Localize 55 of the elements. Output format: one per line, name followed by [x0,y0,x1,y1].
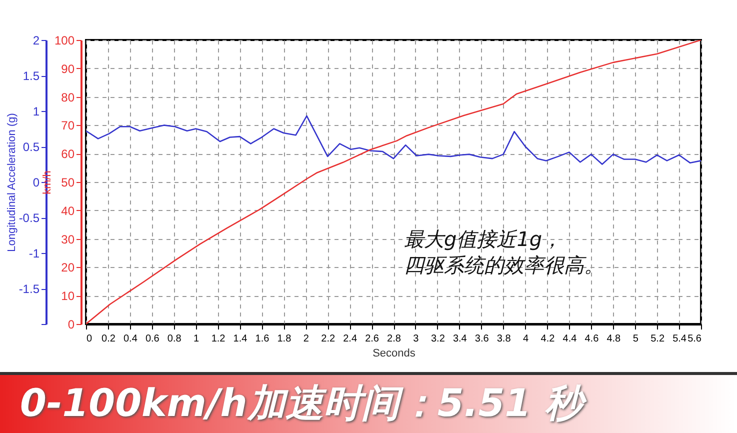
x-tick-label: 3 [413,334,420,344]
x-tick-label: 4.2 [540,334,556,344]
x-tick-label: 0.2 [102,334,116,344]
x-tick-label: 1.2 [211,334,226,344]
x-tick-label: 1.4 [233,334,248,344]
y2-tick-label: 100 [54,34,75,48]
annotation: 最大g值接近1g， [404,227,562,251]
x-tick-label: 3.8 [496,334,512,344]
y-axis-title: Longitudinal Acceleration (g) [6,113,18,252]
y2-tick-label: 60 [61,147,75,162]
y-tick-label: 0.5 [22,140,40,154]
x-tick-label: 0.4 [123,334,138,344]
y2-axis-title: km/h [41,170,54,194]
y2-tick-label: 10 [61,289,75,304]
x-tick-label: 3.4 [452,334,468,344]
line-series [86,115,701,165]
y2-tick-label: 70 [61,118,75,133]
y-tick-label: -0.5 [18,211,40,225]
x-tick-label: 1.8 [277,334,292,344]
y2-tick-label: 20 [61,260,75,275]
text: 0-100km/h加速时间：5.51 秒 [0,372,737,433]
x-tick-label: 3.2 [430,334,446,344]
x-tick-label: 1.6 [255,334,270,344]
x-tick-label: 5.2 [650,334,665,344]
y-tick-label: 1 [32,104,40,118]
y2-tick-label: 80 [61,90,75,104]
x-tick-label: 2.8 [387,334,402,344]
x-tick-label: 4.6 [584,334,600,344]
y-tick-label: 2 [32,34,40,48]
x-tick-label: 4.8 [606,334,622,344]
y2-tick-label: 90 [61,62,75,76]
x-tick-label: 0.6 [145,334,160,344]
y-tick-label: -1.5 [18,282,40,296]
y2-tick-label: 0 [68,318,75,332]
x-tick-label: 4.4 [562,334,578,344]
x-tick-label: 4 [523,334,530,344]
y-tick-label: -1 [28,246,40,260]
x-tick-label: 2.4 [343,334,358,344]
y2-tick-label: 30 [61,232,75,246]
x-tick-label: 5 [632,334,639,344]
x-tick-label: 3.6 [474,334,490,344]
x-tick-label: 5.4 [672,334,687,344]
x-tick-label: 5.6 [688,334,702,344]
x-tick-label: 1 [194,334,200,344]
x-axis-title: Seconds [372,348,416,360]
x-tick-label: 0 [86,334,92,344]
y-tick-label: 1.5 [22,69,40,83]
y2-tick-label: 40 [61,204,75,218]
x-tick-label: 2 [303,334,310,344]
y2-tick-label: 50 [61,176,75,190]
y-tick-label: 0 [32,176,40,190]
x-tick-label: 0.8 [167,334,182,344]
x-tick-label: 2.2 [321,334,336,344]
x-tick-label: 2.6 [365,334,380,344]
annotation: 四驱系统的效率很高。 [404,253,604,277]
